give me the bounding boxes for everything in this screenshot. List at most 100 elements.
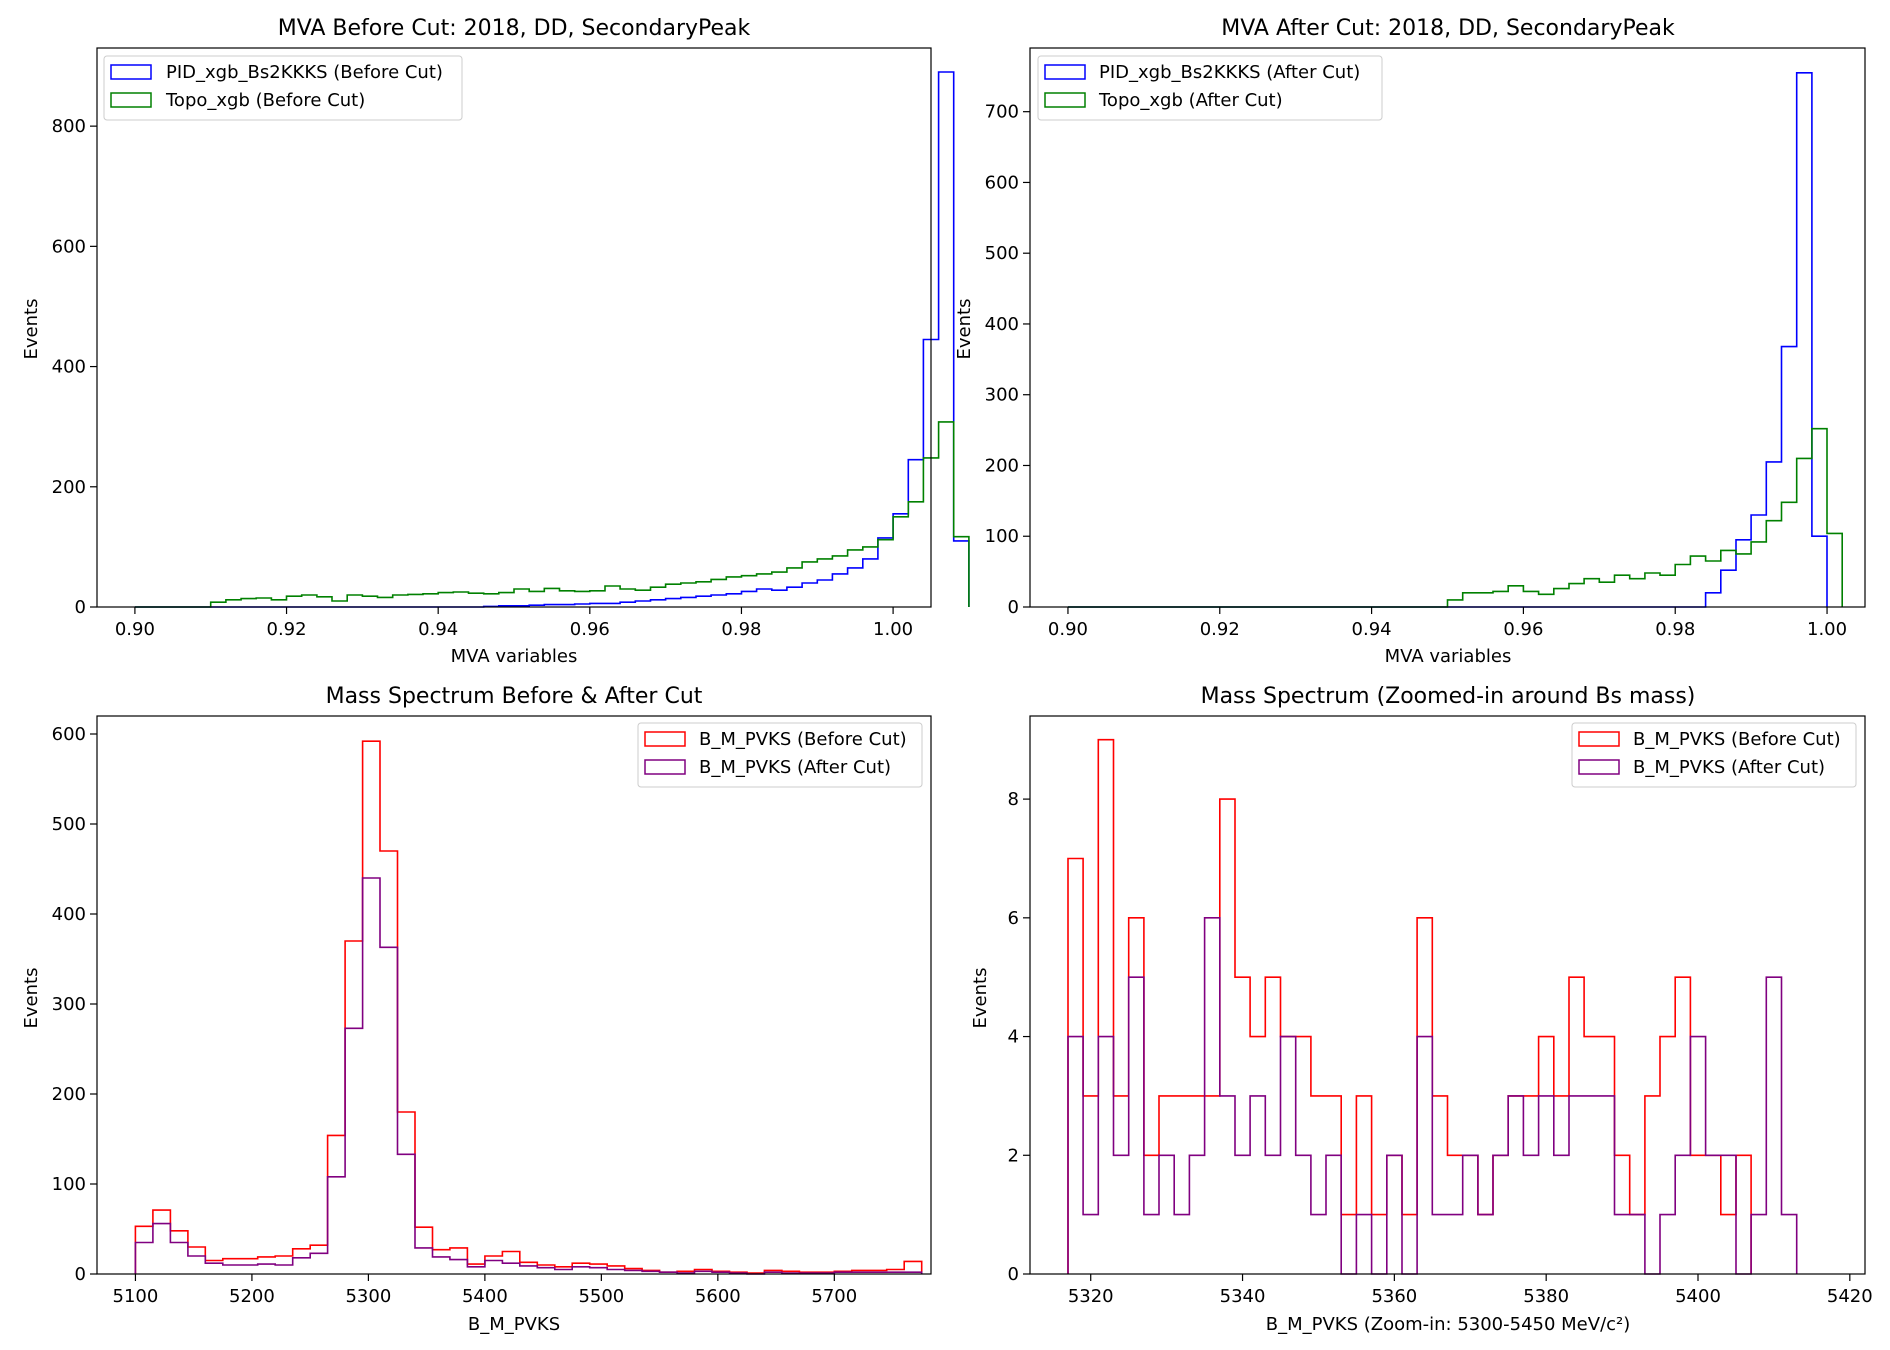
- legend-label-after: B_M_PVKS (After Cut): [699, 757, 891, 778]
- panel-title: MVA Before Cut: 2018, DD, SecondaryPeak: [278, 16, 751, 41]
- axes-frame: [1029, 715, 1866, 1275]
- x-tick-label: 0.92: [267, 619, 307, 640]
- x-tick-label: 5360: [1371, 1286, 1417, 1307]
- x-tick-label: 5700: [811, 1286, 857, 1307]
- x-tick-label: 5340: [1220, 1286, 1266, 1307]
- y-tick-label: 400: [52, 357, 86, 378]
- y-tick-label: 4: [1008, 1027, 1019, 1048]
- axes-frame: [1029, 47, 1866, 608]
- panel-mass-spectrum: Mass Spectrum Before & After Cut B_M_PVK…: [21, 684, 932, 1335]
- histogram-series-0: [1068, 72, 1828, 608]
- x-tick-label: 0.98: [1655, 619, 1695, 640]
- y-axis-label: Events: [21, 968, 42, 1029]
- histogram-series-0: [134, 71, 970, 608]
- legend-swatch-before: [1578, 731, 1620, 747]
- y-tick-label: 800: [52, 116, 86, 137]
- panel-title: Mass Spectrum Before & After Cut: [326, 684, 703, 709]
- panel-title: Mass Spectrum (Zoomed-in around Bs mass): [1201, 684, 1696, 709]
- legend-swatch-after: [644, 759, 686, 775]
- panel-mva-before-cut: MVA Before Cut: 2018, DD, SecondaryPeak …: [21, 16, 970, 667]
- y-tick-label: 0: [1008, 597, 1019, 618]
- y-axis-label: Events: [954, 299, 975, 360]
- y-axis-label: Events: [970, 968, 991, 1029]
- legend-swatch-pid: [110, 64, 152, 80]
- x-tick-label: 5300: [345, 1286, 391, 1307]
- y-tick-label: 600: [52, 236, 86, 257]
- y-tick-label: 0: [75, 1264, 86, 1285]
- y-tick-label: 200: [52, 1084, 86, 1105]
- x-tick-label: 5400: [1675, 1286, 1721, 1307]
- plot-area: 0.90 0.92 0.94 0.96 0.98 1.00 0 100 200 300 400 500…: [985, 47, 1866, 640]
- y-tick-label: 6: [1008, 908, 1019, 929]
- legend-swatch-before: [644, 731, 686, 747]
- legend-frame: [1571, 722, 1857, 788]
- legend-swatch-topo: [1044, 92, 1086, 108]
- legend: PID_xgb_Bs2KKKS (After Cut) Topo_xgb (Af…: [1037, 55, 1383, 121]
- axes-frame: [96, 47, 932, 608]
- y-tick-label: 500: [985, 243, 1019, 264]
- legend-label-pid: PID_xgb_Bs2KKKS (After Cut): [1099, 62, 1360, 83]
- y-tick-label: 700: [985, 102, 1019, 123]
- legend-label-after: B_M_PVKS (After Cut): [1633, 757, 1825, 778]
- x-tick-label: 5100: [113, 1286, 159, 1307]
- plot-area: 5320 5340 5360 5380 5400 5420 0 2 4 6 8: [1008, 715, 1873, 1307]
- y-tick-label: 300: [985, 385, 1019, 406]
- y-tick-label: 200: [52, 477, 86, 498]
- histogram-series-1: [134, 421, 970, 608]
- histogram-series-1: [1068, 427, 1843, 608]
- y-tick-label: 600: [985, 172, 1019, 193]
- x-tick-label: 0.90: [115, 619, 155, 640]
- x-axis-label: B_M_PVKS: [468, 1314, 560, 1335]
- x-tick-label: 0.94: [418, 619, 458, 640]
- x-axis-label: MVA variables: [1385, 646, 1512, 667]
- legend-label-before: B_M_PVKS (Before Cut): [1633, 729, 1841, 750]
- y-tick-label: 200: [985, 455, 1019, 476]
- legend-frame: [103, 55, 463, 121]
- y-tick-label: 100: [985, 526, 1019, 547]
- legend-label-pid: PID_xgb_Bs2KKKS (Before Cut): [166, 62, 443, 83]
- legend-swatch-pid: [1044, 64, 1086, 80]
- legend: PID_xgb_Bs2KKKS (Before Cut) Topo_xgb (B…: [103, 55, 463, 121]
- x-tick-label: 5400: [462, 1286, 508, 1307]
- y-tick-label: 100: [52, 1174, 86, 1195]
- x-tick-label: 5500: [578, 1286, 624, 1307]
- panel-mva-after-cut: MVA After Cut: 2018, DD, SecondaryPeak M…: [954, 16, 1866, 667]
- y-tick-label: 300: [52, 994, 86, 1015]
- x-tick-label: 1.00: [1807, 619, 1847, 640]
- y-tick-label: 500: [52, 814, 86, 835]
- y-tick-label: 0: [1008, 1264, 1019, 1285]
- x-tick-label: 5380: [1523, 1286, 1569, 1307]
- x-tick-label: 0.96: [1503, 619, 1543, 640]
- legend-swatch-topo: [110, 92, 152, 108]
- y-tick-label: 2: [1008, 1145, 1019, 1166]
- legend: B_M_PVKS (Before Cut) B_M_PVKS (After Cu…: [637, 722, 923, 788]
- x-tick-label: 0.98: [721, 619, 761, 640]
- legend-frame: [1037, 55, 1383, 121]
- x-tick-label: 5320: [1068, 1286, 1114, 1307]
- x-tick-label: 0.90: [1048, 619, 1088, 640]
- plot-area: 0.90 0.92 0.94 0.96 0.98 1.00 0 200 400 600 800: [52, 47, 970, 640]
- panel-mass-zoom: Mass Spectrum (Zoomed-in around Bs mass)…: [970, 684, 1873, 1335]
- x-tick-label: 0.94: [1352, 619, 1392, 640]
- legend-label-before: B_M_PVKS (Before Cut): [699, 729, 907, 750]
- x-axis-label: B_M_PVKS (Zoom-in: 5300-5450 MeV/c²): [1266, 1314, 1631, 1335]
- y-axis-label: Events: [21, 299, 42, 360]
- legend-label-topo: Topo_xgb (Before Cut): [165, 90, 365, 111]
- plot-area: 5100 5200 5300 5400 5500 5600 5700 0 100 200 300 40…: [52, 715, 932, 1307]
- x-tick-label: 5200: [229, 1286, 275, 1307]
- y-tick-label: 600: [52, 724, 86, 745]
- panel-title: MVA After Cut: 2018, DD, SecondaryPeak: [1221, 16, 1675, 41]
- y-tick-label: 400: [52, 904, 86, 925]
- y-tick-label: 0: [75, 597, 86, 618]
- x-tick-label: 5600: [695, 1286, 741, 1307]
- histogram-series-0: [134, 740, 923, 1274]
- legend-swatch-after: [1578, 759, 1620, 775]
- legend: B_M_PVKS (Before Cut) B_M_PVKS (After Cu…: [1571, 722, 1857, 788]
- y-tick-label: 400: [985, 314, 1019, 335]
- legend-label-topo: Topo_xgb (After Cut): [1098, 90, 1283, 111]
- axes-frame: [96, 715, 932, 1275]
- x-tick-label: 5420: [1827, 1286, 1873, 1307]
- x-tick-label: 1.00: [873, 619, 913, 640]
- histogram-series-0: [1067, 738, 1752, 1274]
